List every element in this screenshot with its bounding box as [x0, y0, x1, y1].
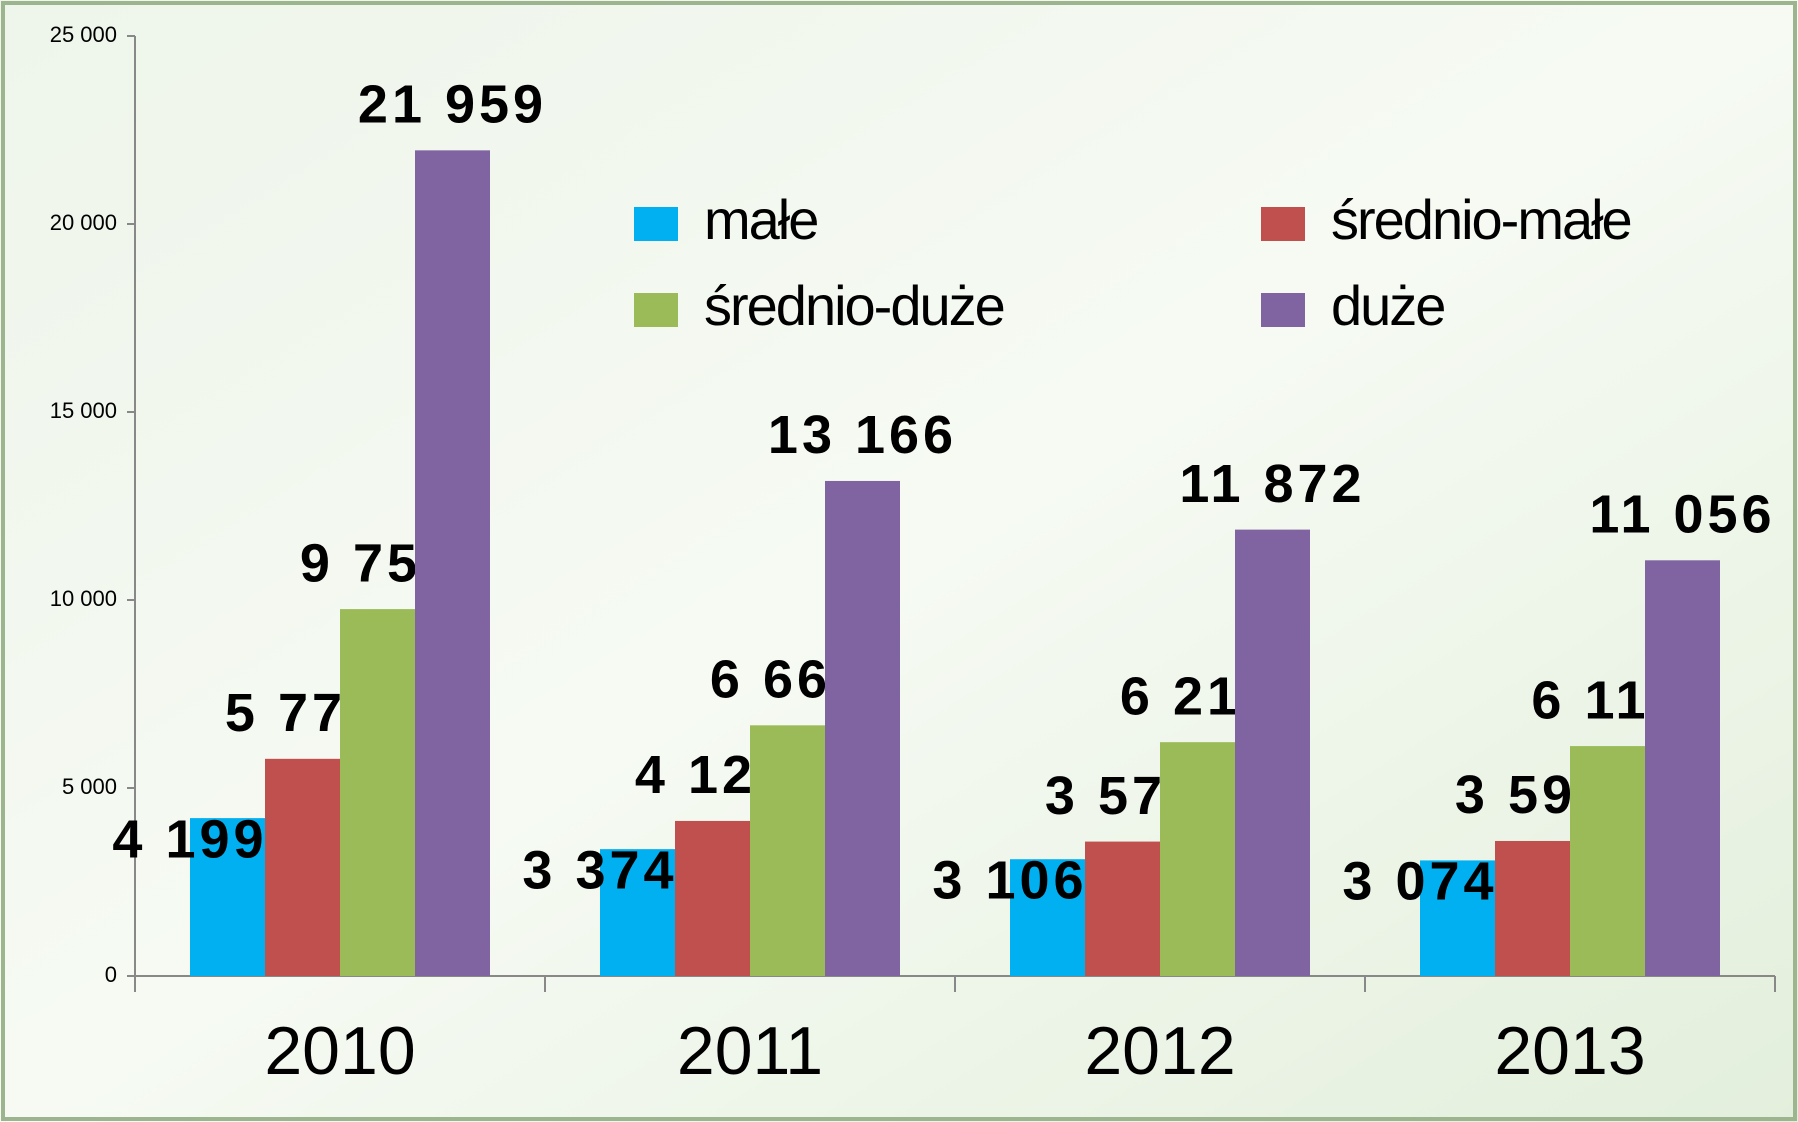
- y-tick-label: 25 000: [50, 22, 117, 47]
- value-label: 3 374: [522, 840, 677, 900]
- bar: [1235, 530, 1310, 976]
- value-label: 3 074: [1342, 852, 1497, 912]
- legend-swatch: [1261, 207, 1305, 241]
- bar: [1085, 842, 1160, 976]
- y-tick-label: 10 000: [50, 586, 117, 611]
- bar: [1495, 841, 1570, 976]
- x-tick-label: 2010: [264, 1013, 415, 1089]
- value-label: 11 056: [1589, 485, 1775, 545]
- bar: [265, 759, 340, 976]
- legend-label: średnio-duże: [704, 274, 1004, 337]
- bar: [1160, 742, 1235, 976]
- bar: [825, 481, 900, 976]
- bar: [415, 150, 490, 976]
- y-tick-label: 0: [105, 962, 117, 987]
- y-tick-label: 15 000: [50, 398, 117, 423]
- bar: [1645, 560, 1720, 976]
- legend-label: małe: [704, 188, 817, 251]
- legend-label: średnio-małe: [1331, 188, 1631, 251]
- x-tick-label: 2013: [1494, 1013, 1645, 1089]
- x-tick-label: 2012: [1084, 1013, 1235, 1089]
- bar: [1570, 746, 1645, 976]
- legend-swatch: [634, 293, 678, 327]
- chart: 05 00010 00015 00020 00025 00020104 1995…: [0, 0, 1798, 1122]
- legend-swatch: [1261, 293, 1305, 327]
- value-label: 21 959: [358, 75, 547, 135]
- legend-swatch: [634, 207, 678, 241]
- bar: [750, 725, 825, 976]
- bar: [340, 609, 415, 976]
- y-tick-label: 5 000: [62, 774, 117, 799]
- value-label: 3 106: [932, 850, 1087, 910]
- legend-label: duże: [1331, 274, 1444, 337]
- y-tick-label: 20 000: [50, 210, 117, 235]
- bar: [675, 821, 750, 976]
- value-label: 13 166: [768, 405, 957, 465]
- value-label: 4 199: [112, 809, 267, 869]
- x-tick-label: 2011: [677, 1013, 823, 1089]
- value-label: 11 872: [1179, 454, 1365, 514]
